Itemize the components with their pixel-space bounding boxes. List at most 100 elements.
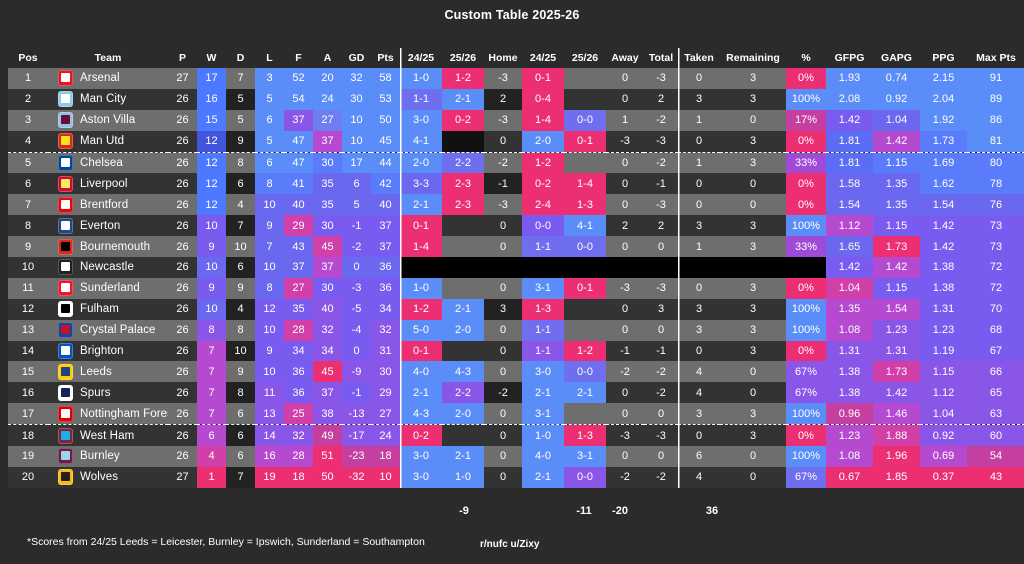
col-header-l[interactable]: L	[255, 48, 284, 68]
table-row[interactable]: 6 Liverpool 26 12 6 8 41 35 6 42 3-3 2-3 -1 0-2 1-4 0 -1…	[8, 173, 1024, 195]
col-header-team[interactable]: Team	[48, 48, 168, 68]
header-row: Pos Team P W D L F A GD Pts 24/25 25/26 …	[8, 48, 1024, 68]
cell-a2526: 0-0	[564, 466, 606, 488]
cell-home: 0	[484, 340, 522, 362]
cell-team[interactable]: Leeds	[48, 361, 168, 383]
table-row[interactable]: 7 Brentford 26 12 4 10 40 35 5 40 2-1 2-3 -3 2-4 1-3 0-…	[8, 194, 1024, 216]
col-header-f[interactable]: F	[284, 48, 313, 68]
col-header-home[interactable]: Home	[484, 48, 522, 68]
table-row[interactable]: 9 Bournemouth 26 9 10 7 43 45 -2 37 1-4 0 1-1 0-0 0 0 1 3…	[8, 236, 1024, 258]
cell-a: 49	[313, 424, 342, 447]
table-row[interactable]: 15 Leeds 26 7 9 10 36 45 -9 30 4-0 4-3 0 3-0 0-0 -2 -2 4 0…	[8, 361, 1024, 383]
col-header-d[interactable]: D	[226, 48, 255, 68]
table-row[interactable]: 1 Arsenal 27 17 7 3 52 20 32 58 1-0 1-2 -3 0-1 0 -3 0 3 0%…	[8, 68, 1024, 89]
cell-team[interactable]: Nottingham Forest	[48, 403, 168, 425]
table-row[interactable]: 14 Brighton 26 7 10 9 34 34 0 31 0-1 0 1-1 1-2 -1 -1 0 3 0…	[8, 340, 1024, 362]
cell-h2425: 4-1	[400, 130, 442, 153]
col-header-away[interactable]: Away	[606, 48, 644, 68]
col-header-taken[interactable]: Taken	[678, 48, 720, 68]
cell-pos: 5	[8, 151, 48, 174]
cell-l: 19	[255, 466, 284, 488]
cell-h2526: 1-0	[442, 466, 484, 488]
table-row[interactable]: 10Newcastle261061037370361.421.421.38725…	[8, 257, 1024, 278]
cell-team[interactable]: Chelsea	[48, 151, 168, 174]
table-row[interactable]: 5 Chelsea 26 12 8 6 47 30 17 44 2-0 2-2 -2 1-2 0 -2 1 3 33…	[8, 151, 1024, 174]
cell-maxpts: 68	[967, 319, 1024, 341]
cell-team[interactable]: Brighton	[48, 340, 168, 362]
cell-team[interactable]: Brentford	[48, 194, 168, 216]
team-name: Sunderland	[80, 282, 140, 295]
col-header-gapg[interactable]: GAPG	[873, 48, 920, 68]
cell-team[interactable]: Burnley	[48, 446, 168, 467]
table-row[interactable]: 13 Crystal Palace 26 8 8 10 28 32 -4 32 5-0 2-0 0 1-1…	[8, 319, 1024, 341]
cell-remaining: 3	[720, 403, 786, 425]
col-header-gfpg[interactable]: GFPG	[826, 48, 873, 68]
cell-gfpg: 1.54	[826, 194, 873, 216]
team-name: Liverpool	[80, 177, 128, 190]
cell-team[interactable]: Man City	[48, 88, 168, 110]
cell-team[interactable]: Arsenal	[48, 68, 168, 89]
cell-gd: 17	[342, 151, 371, 174]
cell-team[interactable]: Fulham	[48, 298, 168, 320]
cell-h2526	[442, 340, 484, 362]
team-name: Bournemouth	[80, 240, 151, 253]
cell-team[interactable]: Man Utd	[48, 130, 168, 153]
col-header-a[interactable]: A	[313, 48, 342, 68]
cell-team[interactable]: West Ham	[48, 424, 168, 447]
cell-home: 0	[484, 319, 522, 341]
col-header-pts[interactable]: Pts	[371, 48, 400, 68]
table-row[interactable]: 4 Man Utd 26 12 9 5 47 37 10 45 4-1 0 2-0 0-1 -3 -3 0 3 0%…	[8, 130, 1024, 153]
cell-ppg: 1.38	[920, 257, 967, 278]
cell-team[interactable]: Wolves	[48, 466, 168, 488]
table-row[interactable]: 19 Burnley 26 4 6 16 28 51 -23 18 3-0 2-1 0 4-0 3-1 0 0 6…	[8, 446, 1024, 467]
cell-away: 0	[606, 194, 644, 216]
spurs-crest	[58, 384, 73, 401]
table-row[interactable]: 2 Man City 26 16 5 5 54 24 30 53 1-1 2-1 2 0-4 0 2 3 3 100…	[8, 88, 1024, 110]
col-header-away-2425[interactable]: 24/25	[522, 48, 564, 68]
cell-team[interactable]: Everton	[48, 215, 168, 237]
col-header-p[interactable]: P	[168, 48, 197, 68]
cell-team[interactable]: Newcastle	[48, 257, 168, 278]
cell-f: 28	[284, 446, 313, 467]
cell-team[interactable]: Crystal Palace	[48, 319, 168, 341]
chelsea-crest	[58, 155, 73, 171]
table-row[interactable]: 20 Wolves 27 1 7 19 18 50 -32 10 3-0 1-0 0 2-1 0-0 -2 -2…	[8, 466, 1024, 488]
cell-team[interactable]: Bournemouth	[48, 236, 168, 258]
cell-pts: 37	[371, 215, 400, 237]
cell-pos: 1	[8, 68, 48, 89]
table-row[interactable]: 18 West Ham 26 6 6 14 32 49 -17 24 0-2 0 1-0 1-3 -3 -3 0…	[8, 424, 1024, 447]
col-header-total[interactable]: Total	[644, 48, 678, 68]
cell-remaining: 3	[720, 298, 786, 320]
table-row[interactable]: 17 Nottingham Forest 26 7 6 13 25 38 -13 27 4-3 2-0…	[8, 403, 1024, 425]
col-header-home-2425[interactable]: 24/25	[400, 48, 442, 68]
table-row[interactable]: 3 Aston Villa 26 15 5 6 37 27 10 50 3-0 0-2 -3 1-4 0-0…	[8, 109, 1024, 131]
table-row[interactable]: 11 Sunderland 26 9 9 8 27 30 -3 36 1-0 0 3-1 0-1 -3 -3 0…	[8, 277, 1024, 299]
table-row[interactable]: 12 Fulham 26 10 4 12 35 40 -5 34 1-2 2-1 3 1-3 0 3 3 3 100…	[8, 298, 1024, 320]
col-header-pos[interactable]: Pos	[8, 48, 48, 68]
col-header-gd[interactable]: GD	[342, 48, 371, 68]
cell-away: 0	[606, 446, 644, 467]
table-row[interactable]: 8 Everton 26 10 7 9 29 30 -1 37 0-1 0 0-0 4-1 2 2 3 3 100%…	[8, 215, 1024, 237]
cell-pos: 8	[8, 215, 48, 237]
col-header-max-pts[interactable]: Max Pts	[967, 48, 1024, 68]
col-header-pct[interactable]: %	[786, 48, 826, 68]
cell-taken: 0	[678, 68, 720, 89]
col-header-remaining[interactable]: Remaining	[720, 48, 786, 68]
cell-team[interactable]: Aston Villa	[48, 109, 168, 131]
cell-pts: 24	[371, 424, 400, 447]
cell-pts: 18	[371, 446, 400, 467]
cell-team[interactable]: Sunderland	[48, 277, 168, 299]
cell-a2425: 1-1	[522, 319, 564, 341]
cell-pct: 100%	[786, 215, 826, 237]
cell-team[interactable]: Spurs	[48, 382, 168, 404]
table-row[interactable]: 16 Spurs 26 7 8 11 36 37 -1 29 2-1 2-2 -2 2-1 2-1 0 -2 4 0…	[8, 382, 1024, 404]
cell-l: 7	[255, 236, 284, 258]
cell-l: 3	[255, 68, 284, 89]
cell-gfpg: 2.08	[826, 88, 873, 110]
league-table: Pos Team P W D L F A GD Pts 24/25 25/26 …	[8, 48, 1024, 488]
cell-team[interactable]: Liverpool	[48, 173, 168, 195]
col-header-home-2526[interactable]: 25/26	[442, 48, 484, 68]
col-header-w[interactable]: W	[197, 48, 226, 68]
col-header-away-2526[interactable]: 25/26	[564, 48, 606, 68]
col-header-ppg[interactable]: PPG	[920, 48, 967, 68]
